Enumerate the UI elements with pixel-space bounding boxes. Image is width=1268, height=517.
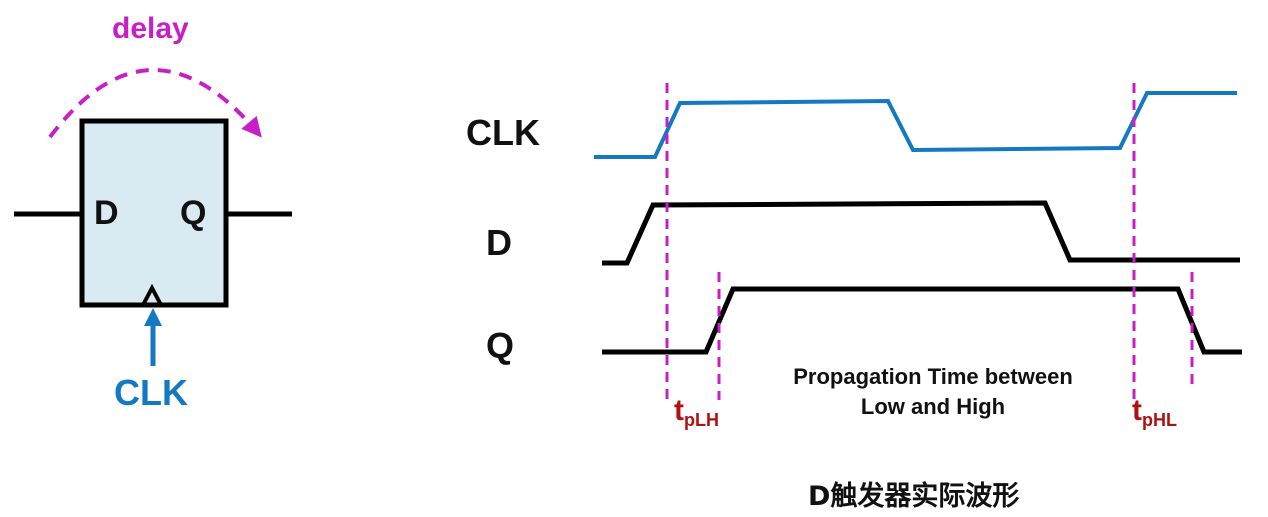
clk-waveform (594, 91, 1237, 159)
tplh-subscript: pLH (684, 410, 719, 430)
q-waveform (602, 286, 1242, 355)
q-pin-label: Q (180, 194, 207, 232)
flip-flop-box (79, 118, 229, 308)
tplh-label: tpLH (674, 394, 719, 431)
delay-label: delay (112, 12, 189, 45)
tphl-label: tpHL (1132, 394, 1177, 431)
figure-caption: D触发器实际波形 (808, 481, 1020, 512)
d-signal-label: D (486, 222, 512, 263)
propagation-caption-line-2: Low and High (860, 394, 1006, 419)
clock-edge-triangle (141, 283, 163, 306)
tphl-t: t (1132, 394, 1142, 427)
tphl-subscript: pHL (1142, 410, 1177, 430)
propagation-caption: Propagation Time between Low and High (752, 362, 1114, 422)
clk-input-label: CLK (114, 372, 188, 413)
propagation-caption-line-1: Propagation Time between (793, 364, 1073, 389)
q-signal-label: Q (486, 325, 515, 366)
d-pin-label: D (94, 194, 119, 232)
tplh-t: t (674, 394, 684, 427)
d-waveform (602, 200, 1240, 266)
clk-signal-label: CLK (466, 112, 540, 153)
clk-input-arrowhead (144, 308, 162, 326)
